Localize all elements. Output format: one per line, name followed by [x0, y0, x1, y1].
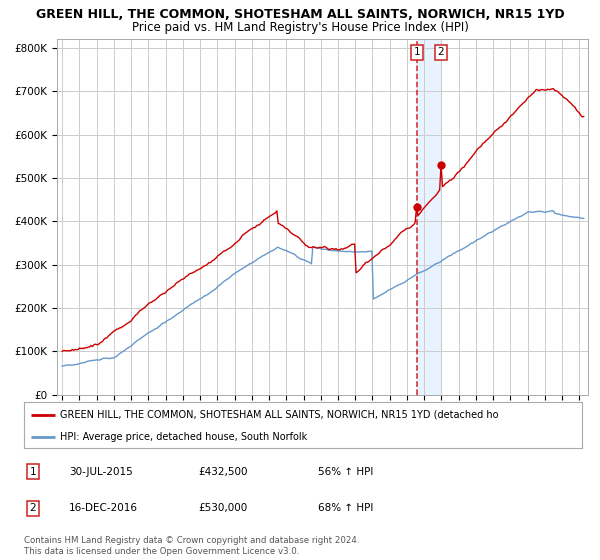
Text: 2: 2 — [29, 503, 37, 514]
Text: 68% ↑ HPI: 68% ↑ HPI — [318, 503, 373, 514]
Text: £432,500: £432,500 — [198, 466, 248, 477]
Text: 1: 1 — [413, 47, 420, 57]
Text: Contains HM Land Registry data © Crown copyright and database right 2024.
This d: Contains HM Land Registry data © Crown c… — [24, 536, 359, 556]
Text: HPI: Average price, detached house, South Norfolk: HPI: Average price, detached house, Sout… — [60, 432, 308, 441]
Text: 30-JUL-2015: 30-JUL-2015 — [69, 466, 133, 477]
Text: 56% ↑ HPI: 56% ↑ HPI — [318, 466, 373, 477]
Text: Price paid vs. HM Land Registry's House Price Index (HPI): Price paid vs. HM Land Registry's House … — [131, 21, 469, 34]
Text: GREEN HILL, THE COMMON, SHOTESHAM ALL SAINTS, NORWICH, NR15 1YD: GREEN HILL, THE COMMON, SHOTESHAM ALL SA… — [35, 8, 565, 21]
Text: 1: 1 — [29, 466, 37, 477]
Text: 16-DEC-2016: 16-DEC-2016 — [69, 503, 138, 514]
Text: £530,000: £530,000 — [198, 503, 247, 514]
Bar — [417, 39, 441, 395]
Text: 2: 2 — [437, 47, 444, 57]
Text: GREEN HILL, THE COMMON, SHOTESHAM ALL SAINTS, NORWICH, NR15 1YD (detached ho: GREEN HILL, THE COMMON, SHOTESHAM ALL SA… — [60, 410, 499, 420]
